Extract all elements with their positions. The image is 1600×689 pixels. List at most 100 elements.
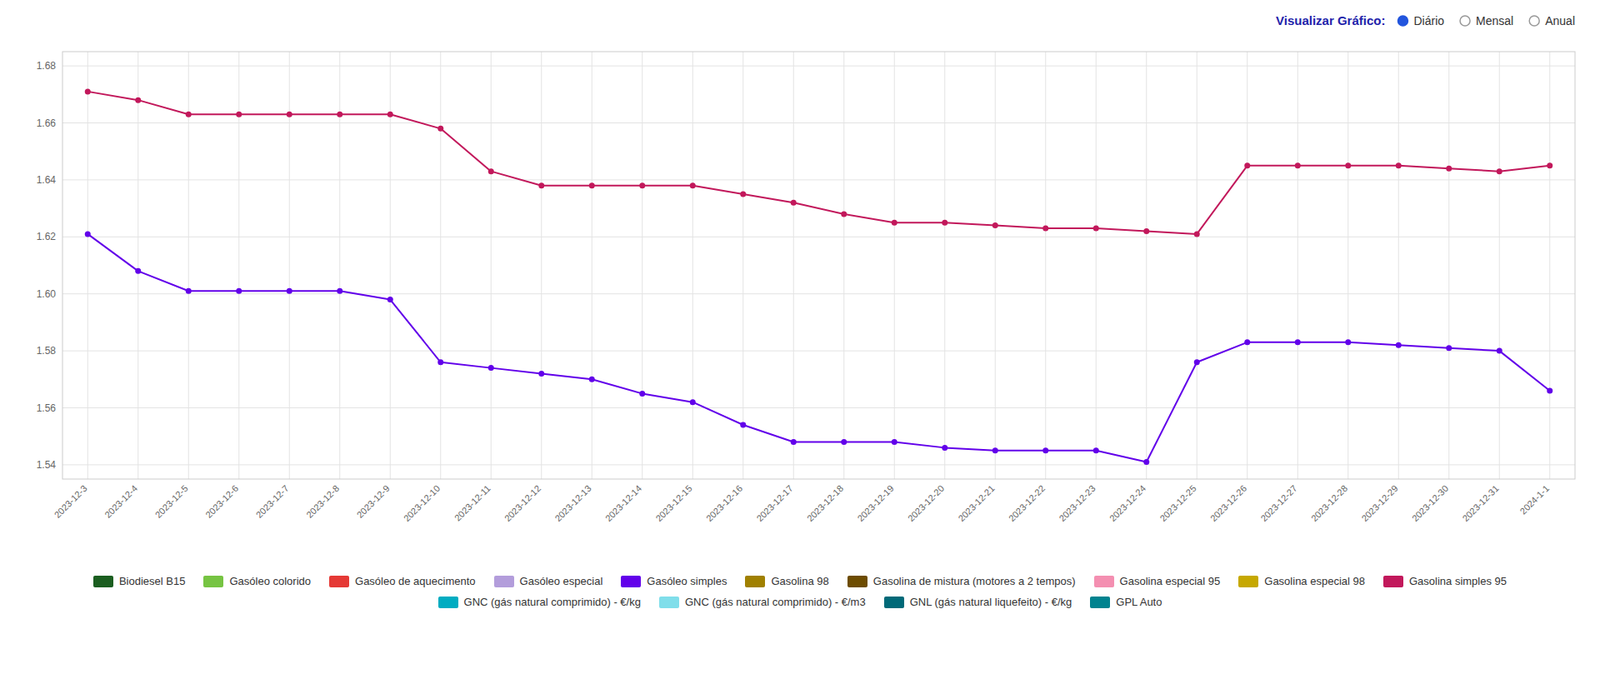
series-point <box>85 230 91 237</box>
series-point <box>589 376 595 383</box>
series-point <box>840 439 847 445</box>
series-point <box>1295 162 1301 169</box>
grid <box>62 51 1575 480</box>
legend-item: Gasóleo simples <box>620 575 727 588</box>
series-point <box>1244 339 1250 345</box>
grid-line-y <box>62 179 1575 180</box>
series-point <box>790 439 797 445</box>
legend-item: Gasóleo colorido <box>203 575 311 588</box>
series-point <box>639 182 645 189</box>
legend-label: GNC (gás natural comprimido) - €/kg <box>464 595 641 609</box>
grid-line-x <box>641 51 643 480</box>
series-point <box>1546 387 1553 394</box>
series-point <box>85 88 91 95</box>
series-point <box>1093 447 1100 454</box>
series-point <box>840 210 847 217</box>
grid-line-y <box>62 407 1575 409</box>
legend-label: GNL (gás natural liquefeito) - €/kg <box>910 595 1073 609</box>
grid-line-x <box>1246 51 1248 480</box>
legend-swatch <box>203 575 224 588</box>
grid-line-y <box>62 236 1575 238</box>
y-tick-label: 1.54 <box>36 459 57 471</box>
series-point <box>1042 225 1049 232</box>
legend-swatch <box>438 596 459 609</box>
x-tick-label: 2023-12-20 <box>905 483 946 524</box>
view-selector: Visualizar Gráfico: Diário Mensal Anual <box>1275 13 1575 28</box>
series-point <box>336 111 343 118</box>
legend-swatch <box>847 575 868 588</box>
header-label: Visualizar Gráfico: <box>1275 13 1385 28</box>
legend-label: Gasolina simples 95 <box>1409 575 1507 588</box>
grid-line-x <box>540 51 542 480</box>
grid-line-y <box>62 464 1575 465</box>
grid-line-x <box>490 51 492 480</box>
series-point <box>1143 459 1150 465</box>
series-point <box>286 288 293 295</box>
series-point <box>437 125 444 132</box>
series-point <box>387 111 394 118</box>
grid-line-y <box>62 350 1575 352</box>
series-point <box>1295 339 1301 345</box>
series-point <box>1345 162 1351 169</box>
grid-line-x <box>1499 51 1500 480</box>
series-point <box>538 370 545 377</box>
series-line <box>87 234 1550 463</box>
legend-swatch <box>884 596 905 609</box>
x-tick-label: 2023-12-23 <box>1056 483 1097 524</box>
series-point <box>639 390 645 397</box>
series-point <box>1496 348 1503 355</box>
series-point <box>488 365 495 371</box>
grid-line-x <box>995 51 996 480</box>
series-point <box>135 268 141 275</box>
radio-label[interactable]: Mensal <box>1475 14 1514 28</box>
radio-button[interactable] <box>1460 15 1470 26</box>
legend-label: Gasóleo de aquecimento <box>355 575 476 588</box>
series-point <box>235 111 242 118</box>
series-point <box>992 447 999 454</box>
y-tick-label: 1.68 <box>36 60 57 72</box>
legend: Biodiesel B15 Gasóleo colorido Gasóleo de … <box>33 575 1567 609</box>
radio-label[interactable]: Anual <box>1545 14 1575 28</box>
radio-label[interactable]: Diário <box>1413 14 1445 28</box>
series-point <box>1395 342 1402 349</box>
legend-item: GNC (gás natural comprimido) - €/kg <box>438 595 641 609</box>
radio-button[interactable] <box>1529 15 1540 26</box>
series-point <box>387 296 394 303</box>
y-tick-label: 1.62 <box>36 230 57 243</box>
legend-item: GNL (gás natural liquefeito) - €/kg <box>884 595 1073 609</box>
x-tick-label: 2023-12-6 <box>203 483 240 520</box>
x-tick-label: 2023-12-19 <box>855 483 895 524</box>
x-tick-label: 2023-12-22 <box>1006 483 1047 524</box>
grid-line-y <box>62 122 1575 124</box>
legend-label: Gasolina 98 <box>770 575 829 588</box>
series-point <box>1143 228 1150 235</box>
legend-item: GPL Auto <box>1090 595 1162 609</box>
radio-button[interactable] <box>1397 15 1408 26</box>
legend-item: Gasóleo especial <box>494 575 604 588</box>
series-point <box>941 445 948 451</box>
x-tick-label: 2023-12-7 <box>254 483 291 520</box>
grid-line-x <box>1095 51 1097 480</box>
series-point <box>235 288 242 295</box>
series-point <box>185 111 192 118</box>
grid-line-x <box>692 51 694 480</box>
grid-line-x <box>944 51 945 480</box>
legend-swatch <box>1238 575 1259 588</box>
x-tick-label: 2023-12-27 <box>1258 483 1299 524</box>
series-point <box>740 422 746 429</box>
grid-line-x <box>137 51 139 480</box>
x-tick-label: 2024-1-1 <box>1518 483 1552 517</box>
legend-label: Gasolina especial 98 <box>1264 575 1365 588</box>
x-tick-label: 2023-12-14 <box>603 483 644 524</box>
series-point <box>992 222 999 229</box>
grid-line-x <box>1045 51 1046 480</box>
legend-label: Biodiesel B15 <box>119 575 186 588</box>
series-group <box>85 88 1554 465</box>
legend-swatch <box>93 575 114 588</box>
legend-swatch <box>620 575 641 588</box>
series-point <box>1194 359 1200 365</box>
legend-swatch <box>329 575 350 588</box>
series-point <box>1445 165 1452 172</box>
series-point <box>1395 162 1402 169</box>
x-tick-label: 2023-12-21 <box>955 483 996 524</box>
